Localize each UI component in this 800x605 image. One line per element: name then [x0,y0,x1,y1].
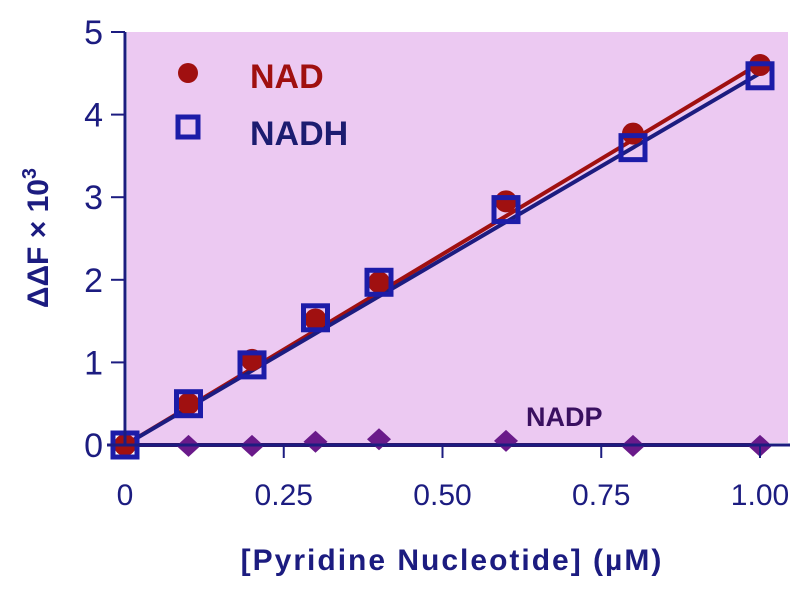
x-tick-label: 0 [117,479,134,512]
data-point-nadh [745,61,775,91]
x-tick-label: 0.50 [413,479,471,512]
legend-nadh-label: NADH [250,115,348,153]
y-tick-label: 2 [84,262,103,300]
data-point-nadh [364,267,394,297]
y-tick-label: 3 [84,179,103,217]
data-point-nadh [301,303,330,333]
nadp-label: NADP [526,402,603,432]
plot-area [127,32,788,443]
y-tick-label: 0 [84,427,103,465]
y-axis-label-main: ΔΔF × 10 [22,179,55,308]
data-point-nad [177,392,200,415]
legend-nadh-marker [175,114,201,140]
y-axis-label: ΔΔF × 103 [19,168,55,308]
fit-line-nadh [123,71,762,447]
data-point-nadh [237,350,267,380]
data-point-nad [495,190,517,213]
y-axis-label-exponent: 3 [19,168,41,179]
legend: NAD NADH [175,58,348,153]
data-point-nadp [303,430,328,453]
x-axis-label: [Pyridine Nucleotide] (µM) [241,544,664,577]
y-tick-label: 5 [84,14,103,52]
data-point-nadh [174,389,203,419]
data-point-nadh [491,195,521,225]
data-point-nad [368,271,390,294]
x-tick-label: 0.75 [572,479,630,512]
data-point-nad [304,308,327,331]
legend-nad-marker [178,63,198,83]
x-tick-label: 0.25 [255,479,313,512]
y-tick-label: 4 [84,97,103,135]
data-point-nadh [618,133,648,163]
x-tick-label: 1.00 [731,479,789,512]
y-tick-label: 1 [84,344,103,382]
axes: 0 1 2 3 4 5 0 0.25 0.50 0.75 1.00 [84,14,790,512]
legend-nad-label: NAD [250,58,324,96]
